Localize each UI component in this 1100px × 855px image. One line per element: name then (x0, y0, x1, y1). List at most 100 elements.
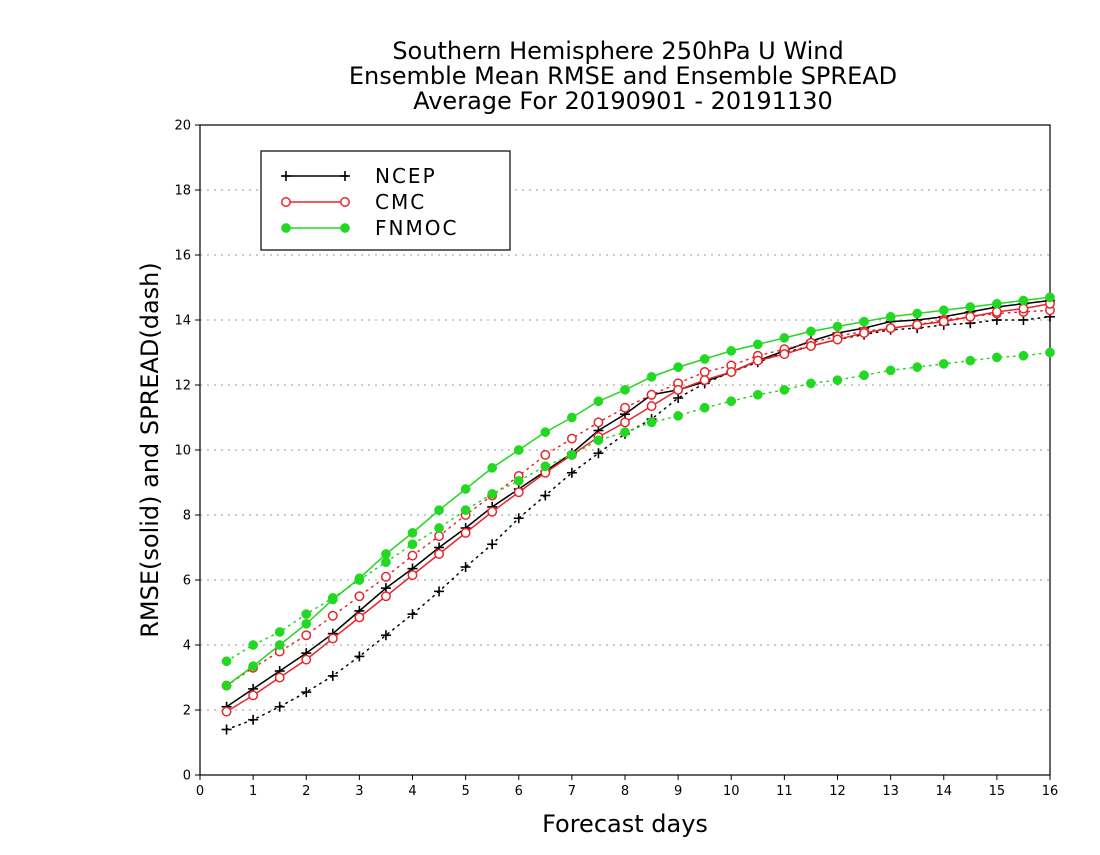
rmse-point-fnmoc (1018, 295, 1029, 306)
legend-marker (340, 171, 350, 181)
rmse-point-fnmoc (487, 463, 498, 473)
x-tick-label: 16 (1042, 784, 1059, 799)
spread-point-cmc (354, 591, 365, 602)
x-tick-label: 7 (568, 784, 576, 799)
legend-marker (340, 197, 350, 207)
spread-point-cmc (699, 367, 710, 377)
spread-point-ncep (327, 670, 338, 681)
rmse-point-fnmoc (699, 354, 710, 364)
spread-point-fnmoc (540, 461, 551, 472)
spread-point-fnmoc (567, 450, 577, 460)
rmse-point-fnmoc (540, 427, 551, 437)
rmse-point-cmc (248, 690, 259, 701)
rmse-point-cmc (434, 549, 445, 559)
rmse-point-cmc (805, 341, 816, 351)
spread-point-cmc (566, 433, 577, 444)
rmse-point-cmc (327, 633, 338, 644)
rmse-point-fnmoc (460, 484, 471, 494)
rmse-point-cmc (274, 672, 285, 683)
y-axis-label: RMSE(solid) and SPREAD(dash) (136, 262, 164, 638)
spread-point-fnmoc (726, 396, 737, 407)
rmse-point-cmc (779, 349, 790, 360)
spread-point-cmc (327, 610, 338, 621)
spread-point-cmc (646, 389, 657, 400)
rmse-point-cmc (354, 612, 365, 623)
title-line-2: Ensemble Mean RMSE and Ensemble SPREAD (349, 62, 897, 90)
spread-point-fnmoc (752, 389, 763, 400)
spread-point-fnmoc (248, 640, 258, 650)
rmse-point-fnmoc (992, 298, 1002, 309)
legend-marker (340, 223, 350, 233)
spread-point-ncep (301, 687, 312, 698)
rmse-point-fnmoc (726, 346, 737, 356)
x-tick-label: 10 (723, 784, 740, 799)
rmse-point-cmc (513, 487, 524, 498)
y-tick-label: 14 (174, 314, 191, 329)
y-tick-label: 20 (174, 119, 191, 134)
legend-marker (281, 171, 291, 181)
rmse-point-fnmoc (274, 640, 285, 650)
rmse-point-fnmoc (1045, 292, 1055, 303)
legend-marker (281, 223, 291, 233)
spread-point-ncep (221, 724, 232, 735)
rmse-line-fnmoc (226, 296, 1051, 687)
spread-point-fnmoc (832, 375, 843, 385)
rmse-point-cmc (460, 527, 471, 538)
spread-line-cmc (225, 309, 1051, 687)
rmse-point-cmc (965, 311, 976, 322)
rmse-point-cmc (859, 328, 870, 338)
spread-point-fnmoc (487, 489, 498, 499)
rmse-point-cmc (752, 355, 763, 366)
spread-point-cmc (540, 449, 551, 460)
series-fnmoc (221, 292, 1055, 691)
spread-point-cmc (593, 417, 604, 428)
rmse-line-ncep (226, 299, 1051, 708)
rmse-point-fnmoc (381, 549, 391, 559)
legend-label: NCEP (375, 164, 437, 188)
x-axis-label: Forecast days (542, 810, 708, 838)
rmse-point-fnmoc (779, 333, 790, 343)
x-tick-label: 12 (829, 784, 846, 799)
spread-point-fnmoc (859, 370, 869, 381)
spread-point-fnmoc (1018, 350, 1029, 361)
legend-marker (281, 197, 291, 207)
spread-point-cmc (380, 571, 391, 582)
spread-point-ncep (460, 562, 471, 572)
spread-point-ncep (380, 630, 391, 641)
spread-point-ncep (487, 539, 498, 550)
spread-point-fnmoc (1045, 347, 1055, 358)
x-tick-label: 3 (355, 784, 363, 799)
x-tick-label: 2 (302, 784, 310, 799)
spread-point-fnmoc (965, 355, 976, 366)
y-tick-label: 12 (174, 379, 191, 394)
rmse-point-fnmoc (407, 528, 418, 538)
spread-point-fnmoc (381, 557, 391, 567)
spread-point-ncep (540, 490, 551, 501)
rmse-point-fnmoc (354, 573, 365, 584)
spread-point-fnmoc (885, 365, 896, 376)
legend-label: FNMOC (375, 216, 458, 240)
rmse-point-fnmoc (567, 412, 577, 423)
x-tick-label: 0 (196, 784, 204, 799)
spread-point-fnmoc (912, 362, 923, 372)
spread-point-fnmoc (513, 476, 524, 486)
rmse-point-fnmoc (912, 308, 923, 319)
spread-point-fnmoc (673, 411, 683, 421)
legend-item-cmc: CMC (281, 190, 424, 214)
rmse-point-cmc (407, 570, 418, 581)
rmse-point-fnmoc (434, 505, 444, 515)
spread-point-fnmoc (434, 523, 444, 533)
spread-point-ncep (434, 586, 445, 597)
rmse-point-fnmoc (620, 385, 630, 395)
rmse-point-fnmoc (513, 445, 524, 455)
spread-line-ncep (225, 316, 1051, 731)
title-line-1: Southern Hemisphere 250hPa U Wind (392, 37, 843, 65)
rmse-point-cmc (912, 319, 923, 330)
spread-point-fnmoc (620, 427, 630, 437)
rmse-point-cmc (221, 706, 232, 717)
x-tick-label: 5 (461, 784, 469, 799)
series-group (221, 292, 1055, 735)
